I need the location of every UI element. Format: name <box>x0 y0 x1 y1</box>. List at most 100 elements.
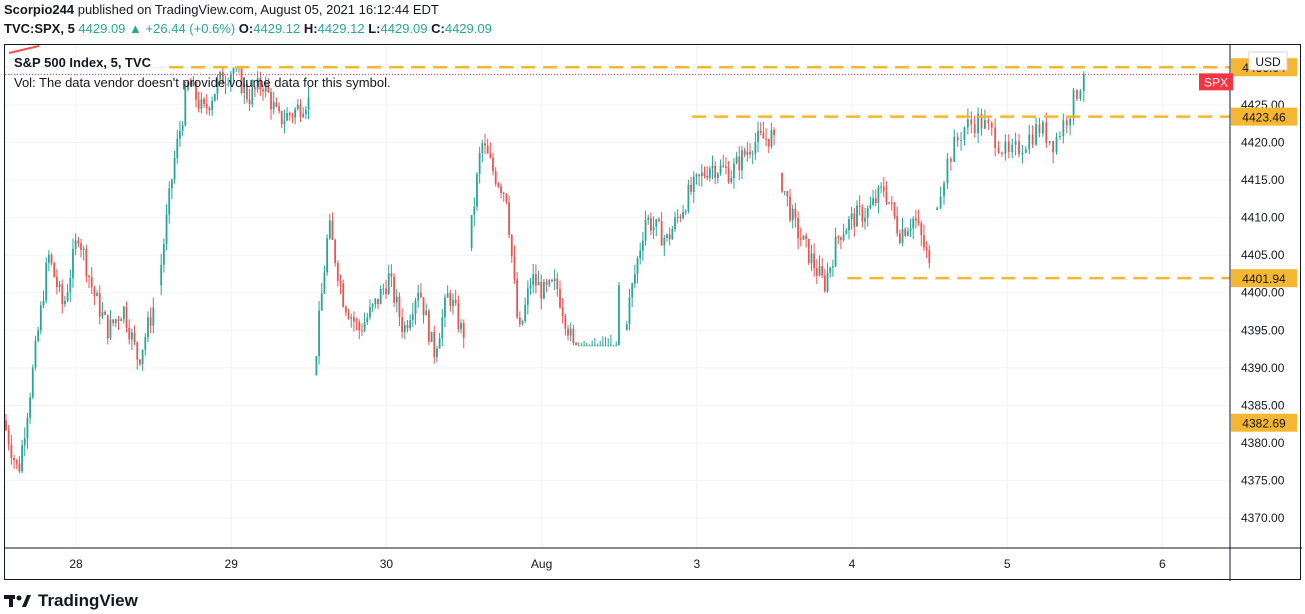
candle-body <box>139 359 141 365</box>
candle-body <box>409 320 412 329</box>
candle-body <box>920 223 923 236</box>
candle-body <box>29 397 32 418</box>
candle-body <box>457 303 460 330</box>
candle-body <box>725 166 727 168</box>
candle-body <box>422 297 425 316</box>
candle-body <box>799 238 802 240</box>
candle-body <box>671 229 674 240</box>
close-label: C: <box>431 21 445 36</box>
candle-body <box>288 113 291 116</box>
high-label: H: <box>303 21 318 36</box>
candle-body <box>197 100 200 109</box>
candle-body <box>1038 124 1041 134</box>
candle-body <box>1052 141 1055 153</box>
currency-box[interactable] <box>1248 51 1288 71</box>
candle-body <box>45 262 48 301</box>
low-label: L: <box>368 21 381 36</box>
candle-body <box>767 138 770 147</box>
candle-body <box>366 317 369 323</box>
candle-body <box>994 127 997 149</box>
open-value: 4429.12 <box>253 21 301 36</box>
candle-body <box>949 158 952 162</box>
candle-body <box>885 191 888 203</box>
candle-body <box>956 136 959 141</box>
candle-body <box>1014 141 1017 145</box>
candle-body <box>112 319 115 324</box>
candle-body <box>650 217 652 231</box>
candle-body <box>1072 89 1075 119</box>
candle-body <box>706 176 709 178</box>
candle-body <box>917 220 920 224</box>
candle-body <box>200 99 203 109</box>
candle-body <box>783 191 786 193</box>
candle-body <box>58 284 61 288</box>
candle-body <box>676 216 679 218</box>
candle-body <box>101 311 104 317</box>
candle-body <box>904 228 907 236</box>
candle-body <box>537 281 540 286</box>
candle-body <box>826 272 829 292</box>
brand-name[interactable]: TradingView <box>38 591 138 610</box>
candle-body <box>561 307 564 317</box>
candle-body <box>192 81 195 87</box>
candle-body <box>1031 134 1034 145</box>
candle-body <box>334 239 337 264</box>
y-tick-label: 4415.00 <box>1241 173 1285 187</box>
level-tag <box>1231 269 1297 288</box>
candle-body <box>513 256 516 280</box>
time-axis[interactable]: 28 29 30 Aug 3 4 5 6 <box>69 557 1166 571</box>
candle-body <box>486 145 489 154</box>
candle-body <box>203 99 205 105</box>
candle-body <box>162 244 165 265</box>
price-chart[interactable]: 4370.00 4375.00 4380.00 4385.00 4390.00 4395.… <box>5 45 1302 581</box>
candle-body <box>735 156 738 164</box>
candle-body <box>556 278 559 290</box>
candle-body <box>730 178 733 183</box>
currency-label[interactable]: USD <box>1255 55 1281 69</box>
candle-body <box>980 113 983 129</box>
candle-body <box>5 420 7 430</box>
candle-body <box>529 285 532 289</box>
candle-body <box>1004 141 1007 154</box>
candle-body <box>1048 141 1051 143</box>
candle-body <box>842 234 845 240</box>
candle-body <box>438 338 441 349</box>
candle-body <box>746 151 749 155</box>
candle-body <box>355 321 358 323</box>
symbol-tag <box>1199 73 1233 91</box>
candle-body <box>700 172 703 177</box>
candle-body <box>211 101 213 111</box>
symbol-tag-text: SPX <box>1204 75 1228 89</box>
candle-body <box>122 306 125 320</box>
candle-body <box>601 345 604 347</box>
candle-body <box>588 345 591 347</box>
candle-body <box>72 248 74 279</box>
candle-body <box>387 273 390 294</box>
chart-frame[interactable]: 4370.00 4375.00 4380.00 4385.00 4390.00 4395.… <box>4 44 1302 581</box>
close-value: 4429.09 <box>444 21 492 36</box>
candle-body <box>393 276 395 303</box>
x-tick-label: 6 <box>1159 557 1166 571</box>
y-tick-label: 4370.00 <box>1241 511 1285 525</box>
candle-body <box>631 283 634 298</box>
candle-body <box>494 171 497 184</box>
candle-body <box>390 273 393 277</box>
candle-body <box>698 174 701 177</box>
price-axis[interactable]: 4370.00 4375.00 4380.00 4385.00 4390.00 4395.… <box>1241 61 1285 525</box>
candle-body <box>703 172 706 177</box>
last-price: 4429.09 <box>78 21 126 36</box>
candle-body <box>307 97 310 110</box>
candle-body <box>270 92 272 110</box>
candle-body <box>890 202 893 204</box>
candle-body <box>320 293 323 311</box>
candle-body <box>593 345 596 347</box>
y-tick-label: 4380.00 <box>1241 436 1285 450</box>
low-value: 4429.09 <box>380 21 428 36</box>
candle-body <box>946 158 949 184</box>
candle-body <box>344 306 347 313</box>
level-tag-text: 4401.94 <box>1242 272 1286 286</box>
candle-body <box>133 332 136 343</box>
candle-body <box>136 342 139 360</box>
author-name[interactable]: Scorpio244 <box>4 2 75 17</box>
candle-body <box>1079 90 1082 99</box>
